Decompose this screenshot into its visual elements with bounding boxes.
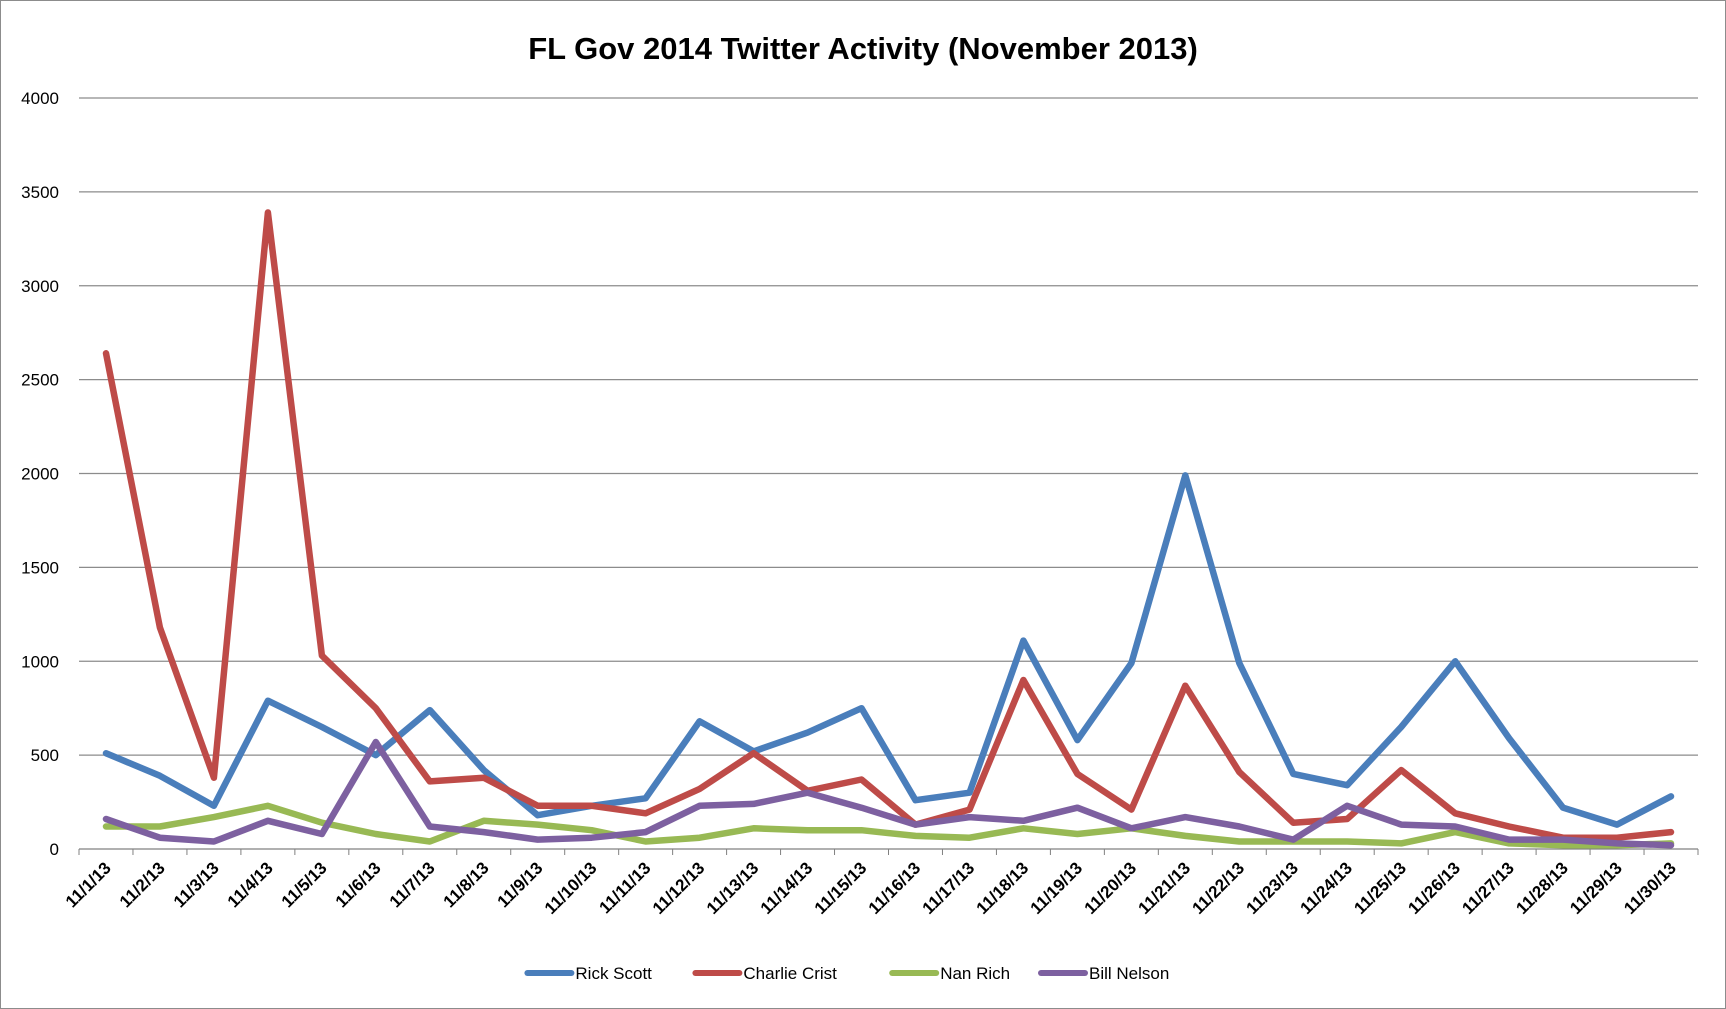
legend-label: Bill Nelson: [1089, 964, 1169, 983]
y-tick-label: 4000: [21, 89, 59, 108]
x-tick-label: 11/30/13: [1620, 858, 1680, 918]
x-tick-label: 11/28/13: [1512, 858, 1572, 918]
y-axis-ticks: 0 500 1000 1500 2000 2500 3000 3500 4000: [21, 89, 59, 859]
x-tick-label: 11/4/13: [224, 858, 277, 911]
x-tick-label: 11/27/13: [1458, 858, 1518, 918]
x-tick-label: 11/9/13: [494, 858, 547, 911]
y-tick-label: 3500: [21, 183, 59, 202]
series-line-rick-scott: [102, 472, 1675, 828]
x-tick-label: 11/10/13: [541, 858, 601, 918]
x-tick-label: 11/7/13: [386, 858, 439, 911]
y-tick-label: 0: [50, 840, 59, 859]
y-tick-label: 3000: [21, 277, 59, 296]
y-tick-label: 500: [31, 746, 59, 765]
series-line-nan-rich: [102, 802, 1675, 849]
x-tick-label: 11/5/13: [278, 858, 331, 911]
legend: Rick Scott Charlie Crist Nan Rich Bill Nels…: [524, 964, 1169, 983]
x-tick-label: 11/29/13: [1566, 858, 1626, 918]
y-tick-label: 2000: [21, 465, 59, 484]
x-tick-label: 11/19/13: [1027, 858, 1087, 918]
x-tick-label: 11/2/13: [116, 858, 169, 911]
x-tick-label: 11/17/13: [919, 858, 979, 918]
y-tick-label: 1500: [21, 558, 59, 577]
x-tick-label: 11/21/13: [1135, 858, 1195, 918]
series-lines: [102, 209, 1675, 849]
legend-label: Nan Rich: [940, 964, 1010, 983]
series-line-bill-nelson: [102, 738, 1675, 849]
x-tick-label: 11/26/13: [1404, 858, 1464, 918]
legend-label: Rick Scott: [575, 964, 652, 983]
y-tick-label: 2500: [21, 371, 59, 390]
x-tick-label: 11/11/13: [596, 858, 655, 917]
x-tick-label: 11/14/13: [757, 858, 817, 918]
x-tick-label: 11/20/13: [1081, 858, 1141, 918]
x-tick-label: 11/18/13: [973, 858, 1033, 918]
gridlines: [79, 97, 1698, 850]
x-axis-ticks: 11/1/13 11/2/13 11/3/13 11/4/13 11/5/13 11/6/…: [62, 849, 1699, 918]
x-tick-label: 11/25/13: [1350, 858, 1410, 918]
series-line-charlie-crist: [102, 209, 1675, 841]
legend-label: Charlie Crist: [743, 964, 837, 983]
chart-title: FL Gov 2014 Twitter Activity (November 2…: [528, 31, 1198, 66]
x-tick-label: 11/3/13: [170, 858, 223, 911]
x-tick-label: 11/12/13: [649, 858, 709, 918]
x-tick-label: 11/15/13: [811, 858, 871, 918]
x-tick-label: 11/23/13: [1243, 858, 1303, 918]
x-tick-label: 11/24/13: [1296, 858, 1356, 918]
x-tick-label: 11/22/13: [1189, 858, 1249, 918]
x-tick-label: 11/16/13: [865, 858, 925, 918]
x-tick-label: 11/6/13: [332, 858, 385, 911]
x-tick-label: 11/13/13: [703, 858, 763, 918]
x-tick-label: 11/8/13: [440, 858, 493, 911]
x-tick-label: 11/1/13: [62, 858, 115, 911]
y-tick-label: 1000: [21, 652, 59, 671]
